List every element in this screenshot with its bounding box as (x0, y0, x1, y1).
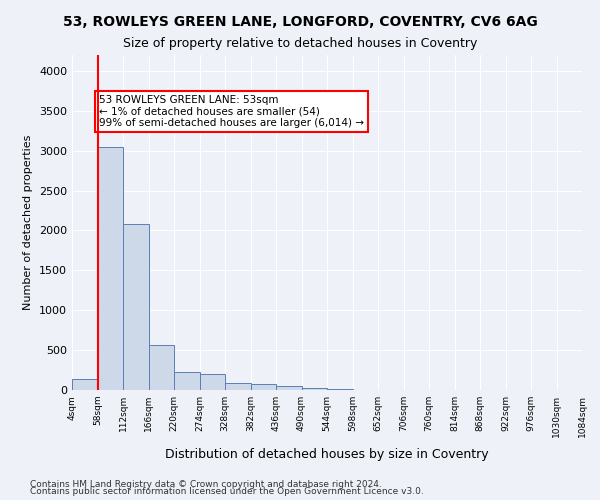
Bar (276, 386, 302, 390)
Bar (174, 372, 199, 390)
Bar (302, 388, 327, 390)
Bar (327, 389, 353, 390)
Text: Contains public sector information licensed under the Open Government Licence v3: Contains public sector information licen… (30, 488, 424, 496)
Text: Contains HM Land Registry data © Crown copyright and database right 2024.: Contains HM Land Registry data © Crown c… (30, 480, 382, 489)
Bar (97, 146, 123, 390)
Bar (72, 379, 97, 390)
Bar (225, 383, 251, 390)
Bar (199, 374, 225, 390)
X-axis label: Distribution of detached houses by size in Coventry: Distribution of detached houses by size … (165, 448, 489, 461)
Bar (251, 384, 276, 390)
Text: 53 ROWLEYS GREEN LANE: 53sqm
← 1% of detached houses are smaller (54)
99% of sem: 53 ROWLEYS GREEN LANE: 53sqm ← 1% of det… (99, 95, 364, 128)
Text: 53, ROWLEYS GREEN LANE, LONGFORD, COVENTRY, CV6 6AG: 53, ROWLEYS GREEN LANE, LONGFORD, COVENT… (62, 15, 538, 29)
Text: Size of property relative to detached houses in Coventry: Size of property relative to detached ho… (123, 38, 477, 51)
Bar (149, 346, 174, 390)
Y-axis label: Number of detached properties: Number of detached properties (23, 135, 34, 310)
Bar (123, 224, 149, 390)
